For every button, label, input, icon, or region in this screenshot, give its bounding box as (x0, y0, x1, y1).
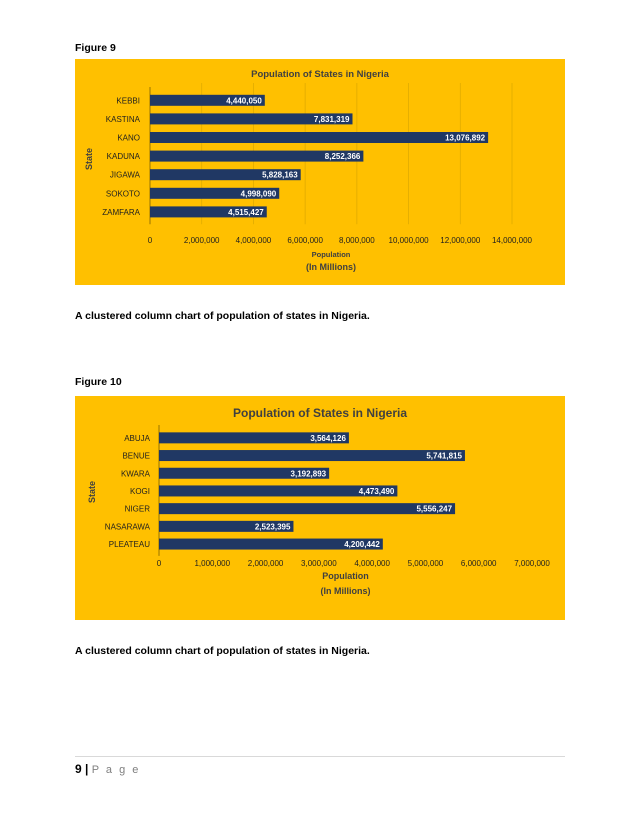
caption-figure-10: A clustered column chart of population o… (75, 645, 370, 657)
chart-title: Population of States in Nigeria (233, 406, 407, 420)
category-label: PLEATEAU (109, 540, 150, 549)
x-tick-label: 8,000,000 (339, 236, 375, 245)
x-tick-label: 14,000,000 (492, 236, 533, 245)
data-label: 13,076,892 (445, 134, 486, 143)
data-label: 4,440,050 (226, 96, 262, 105)
y-axis-label: State (87, 481, 97, 503)
x-tick-label: 6,000,000 (287, 236, 323, 245)
x-tick-label: 4,000,000 (236, 236, 272, 245)
data-label: 5,828,163 (262, 171, 298, 180)
x-tick-label: 7,000,000 (514, 559, 550, 568)
category-label: KADUNA (107, 152, 141, 161)
x-tick-label: 5,000,000 (408, 559, 444, 568)
category-label: KOGI (130, 487, 150, 496)
y-axis-label: State (84, 148, 94, 170)
category-label: KASTINA (106, 115, 141, 124)
footer-page-word: P a g e (91, 764, 141, 776)
caption-figure-9: A clustered column chart of population o… (75, 310, 370, 322)
chart-figure-9: Population of States in Nigeria KEBBI 4,44… (75, 59, 565, 285)
data-label: 3,564,126 (310, 434, 346, 443)
category-label: ABUJA (124, 434, 150, 443)
category-label: NIGER (125, 505, 151, 514)
chart-title: Population of States in Nigeria (251, 69, 389, 80)
figure-9-label: Figure 9 (75, 42, 116, 54)
bar (150, 113, 353, 125)
data-label: 5,741,815 (426, 452, 462, 461)
bar (159, 432, 349, 444)
category-label: KANO (117, 134, 140, 143)
x-tick-label: 2,000,000 (184, 236, 220, 245)
x-tick-label: 4,000,000 (354, 559, 390, 568)
footer-divider (75, 756, 565, 757)
bar (150, 206, 267, 218)
figure-10-label: Figure 10 (75, 376, 122, 388)
x-axis-label: Population (312, 250, 351, 259)
category-label: KWARA (121, 469, 151, 478)
x-tick-label: 0 (148, 236, 153, 245)
bar (159, 520, 294, 532)
category-label: SOKOTO (106, 189, 140, 198)
data-label: 2,523,395 (255, 522, 291, 531)
bar (159, 503, 456, 515)
page-number: 9 (75, 762, 82, 776)
category-label: BENUE (122, 452, 150, 461)
x-tick-label: 1,000,000 (194, 559, 230, 568)
chart-svg-0: Population of States in Nigeria KEBBI 4,44… (84, 69, 533, 272)
bar (150, 187, 280, 199)
x-axis-sublabel: (In Millions) (321, 586, 371, 596)
category-label: JIGAWA (110, 171, 141, 180)
x-tick-label: 2,000,000 (248, 559, 284, 568)
data-label: 4,515,427 (228, 208, 264, 217)
bar (150, 132, 489, 143)
x-tick-label: 10,000,000 (389, 236, 430, 245)
page-footer: 9 | P a g e (75, 762, 140, 776)
category-label: KEBBI (116, 96, 140, 105)
x-tick-label: 6,000,000 (461, 559, 497, 568)
footer-separator: | (85, 762, 89, 776)
bar (150, 94, 265, 106)
x-tick-label: 3,000,000 (301, 559, 337, 568)
category-label: NASARAWA (105, 522, 151, 531)
data-label: 7,831,319 (314, 115, 350, 124)
data-label: 3,192,893 (291, 469, 327, 478)
bar (159, 538, 383, 550)
data-label: 4,998,090 (241, 189, 277, 198)
bar (159, 485, 398, 497)
x-tick-label: 0 (157, 559, 162, 568)
bar (150, 150, 364, 162)
bar (159, 467, 330, 479)
data-label: 8,252,366 (325, 152, 361, 161)
data-label: 4,473,490 (359, 487, 395, 496)
bar (159, 450, 465, 462)
chart-svg-1: Population of States in Nigeria ABUJA 3,56… (87, 406, 550, 596)
category-label: ZAMFARA (102, 208, 140, 217)
x-tick-label: 12,000,000 (440, 236, 481, 245)
chart-figure-10: Population of States in Nigeria ABUJA 3,56… (75, 396, 565, 620)
data-label: 4,200,442 (344, 540, 380, 549)
x-axis-label: Population (322, 571, 369, 581)
x-axis-sublabel: (In Millions) (306, 262, 356, 272)
data-label: 5,556,247 (416, 505, 452, 514)
bar (150, 169, 301, 181)
